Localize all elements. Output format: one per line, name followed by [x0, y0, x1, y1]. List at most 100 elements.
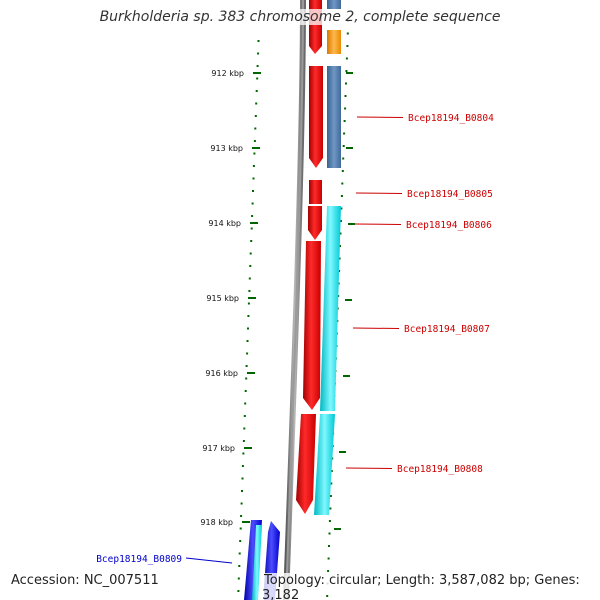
- white-gap: [262, 520, 264, 600]
- cyan-gene-b0808[interactable]: [314, 414, 335, 515]
- gene-label[interactable]: Bcep18194_B0807: [404, 324, 490, 335]
- cyan-gene-b0807[interactable]: [320, 206, 341, 411]
- ruler-label: 917 kbp: [202, 444, 235, 453]
- gene-label[interactable]: Bcep18194_B0808: [397, 464, 483, 475]
- ruler-dot: [238, 552, 241, 555]
- ruler-dot: [251, 202, 254, 205]
- gene-arrow-b0807[interactable]: [303, 241, 321, 410]
- ruler-ticks: 912 kbp 913 kbp 914 kbp 915 kbp 916 kbp 917 k…: [200, 69, 355, 530]
- ruler-dot: [241, 477, 244, 480]
- gene-arrow-b0808[interactable]: [296, 414, 316, 514]
- ruler-dot: [242, 440, 245, 442]
- outer-dot: [345, 70, 348, 72]
- outer-dot: [339, 232, 342, 235]
- ruler-tick: [252, 147, 260, 149]
- cyan-stripe-b0809[interactable]: [252, 525, 262, 600]
- ruler-dot: [255, 102, 258, 105]
- ruler-label: 918 kbp: [200, 518, 233, 527]
- outer-dot: [341, 170, 344, 172]
- ruler-dot: [252, 177, 255, 180]
- ruler-dot: [245, 365, 248, 367]
- gene-label[interactable]: Bcep18194_B0805: [407, 189, 493, 200]
- ruler-label: 913 kbp: [210, 144, 243, 153]
- outer-dot: [329, 495, 332, 497]
- ruler-dot: [253, 152, 256, 155]
- outer-dot: [330, 470, 333, 472]
- outer-dot: [343, 120, 346, 122]
- outer-tick: [348, 223, 355, 225]
- outer-dot: [338, 270, 341, 272]
- ruler-dot: [238, 565, 241, 567]
- ruler-dot: [242, 452, 245, 455]
- summary-text: Topology: circular; Length: 3,587,082 bp…: [262, 573, 600, 600]
- ruler-dot: [255, 90, 258, 92]
- ruler-dot: [256, 77, 259, 80]
- ruler-dotted-guide: [237, 40, 260, 592]
- gene-arrow-b0804[interactable]: [309, 66, 323, 168]
- outer-dot: [330, 482, 333, 485]
- gene-arrow-b0806[interactable]: [308, 206, 322, 240]
- callout-line: [352, 327, 400, 329]
- outer-dot: [346, 45, 349, 47]
- orange-feature-top[interactable]: [327, 0, 341, 9]
- ruler-dot: [237, 590, 240, 592]
- gene-label[interactable]: Bcep18194_B0804: [408, 113, 494, 124]
- outer-dot: [328, 545, 330, 547]
- ruler-dot: [240, 502, 243, 505]
- outer-dot: [344, 95, 347, 97]
- outer-tick: [345, 299, 352, 301]
- callout-line: [355, 192, 403, 194]
- outer-dot: [339, 245, 341, 247]
- ruler-tick: [248, 297, 256, 299]
- ruler-dot: [256, 65, 259, 67]
- ruler-label: 915 kbp: [206, 294, 239, 303]
- ruler-dot: [239, 527, 242, 530]
- ruler-tick: [250, 222, 258, 224]
- outer-dot: [343, 132, 346, 135]
- ruler-tick: [244, 447, 252, 449]
- reverse-strand-genes: [314, 0, 341, 515]
- ruler-dot: [245, 377, 248, 380]
- gene-label[interactable]: Bcep18194_B0806: [406, 220, 492, 231]
- ruler-dot: [250, 240, 253, 242]
- ruler-dot: [252, 190, 254, 192]
- outer-dot: [345, 57, 348, 60]
- outer-dot: [338, 257, 341, 260]
- ruler-dot: [251, 215, 254, 217]
- map-title: Burkholderia sp. 383 chromosome 2, compl…: [97, 9, 503, 25]
- ruler-dot: [257, 40, 260, 42]
- outer-tick: [339, 451, 346, 453]
- ruler-dot: [247, 327, 249, 330]
- ruler-tick: [247, 372, 255, 374]
- outer-dot: [328, 532, 331, 535]
- outer-dot: [342, 157, 345, 160]
- outer-tick: [346, 72, 353, 74]
- steel-feature-b0804[interactable]: [327, 66, 341, 168]
- outer-dot: [340, 207, 343, 210]
- ruler-dot: [243, 427, 246, 430]
- orange-feature[interactable]: [327, 30, 341, 54]
- forward-strand-genes: [296, 0, 323, 514]
- ruler-dot: [241, 465, 244, 467]
- outer-dot: [326, 595, 329, 597]
- ruler-label: 916 kbp: [205, 369, 238, 378]
- outer-dot: [340, 195, 343, 197]
- callout-line: [354, 223, 402, 225]
- outer-tick: [346, 147, 353, 149]
- ruler-dot: [244, 402, 247, 405]
- outer-dot: [327, 557, 330, 560]
- outer-dot: [327, 570, 330, 572]
- ruler-dot: [244, 390, 247, 392]
- gene-label[interactable]: Bcep18194_B0809: [96, 554, 182, 565]
- outer-tick: [343, 375, 350, 377]
- gene-arrow-b0805[interactable]: [309, 180, 322, 204]
- ruler-dot: [240, 515, 243, 517]
- ruler-dot: [257, 52, 260, 55]
- outer-dot: [345, 82, 347, 85]
- ruler-tick: [242, 521, 250, 523]
- ruler-dot: [249, 252, 252, 255]
- ruler-dot: [254, 115, 257, 117]
- ruler-dot: [248, 290, 251, 292]
- ruler-dot: [246, 352, 249, 355]
